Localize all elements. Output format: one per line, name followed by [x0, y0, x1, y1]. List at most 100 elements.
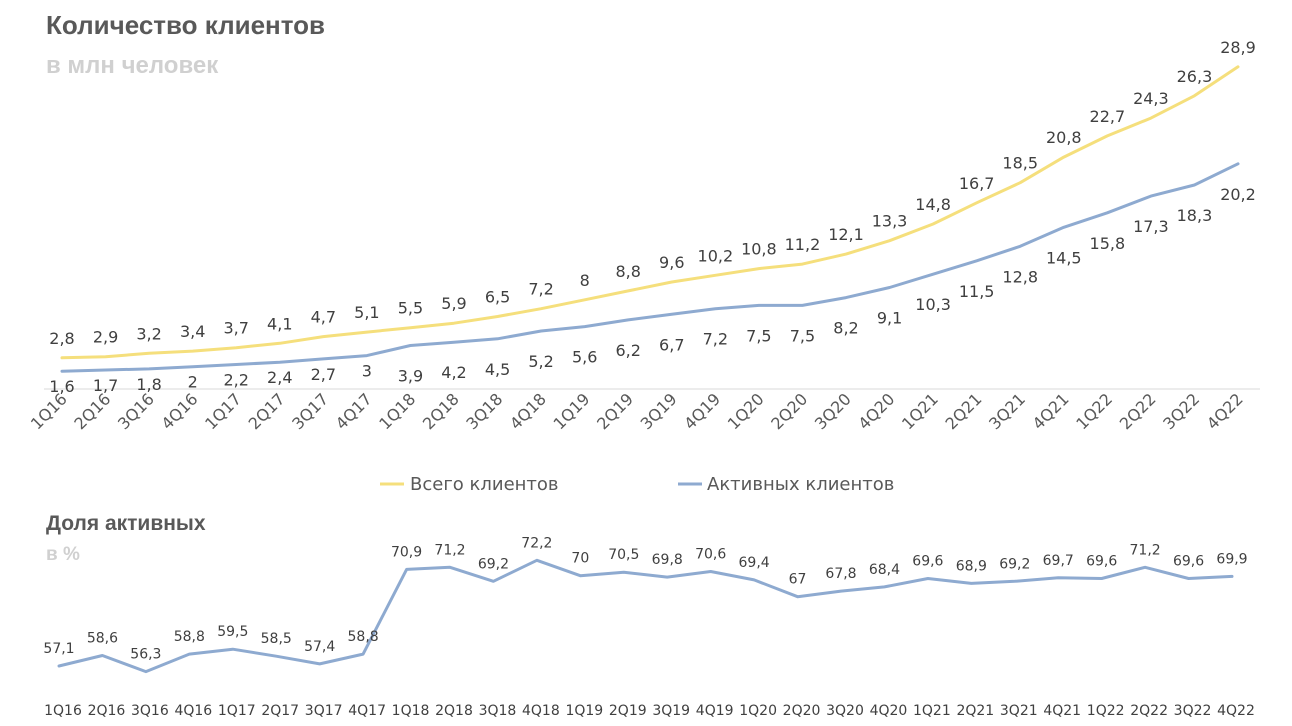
x-tick-label: 1Q21: [898, 389, 942, 433]
share-x-tick-label: 3Q22: [1174, 703, 1212, 719]
active-clients-data-label: 3: [362, 362, 372, 381]
total-clients-data-label: 9,6: [659, 253, 684, 272]
active-clients-data-label: 7,5: [790, 326, 815, 345]
active-clients-data-label: 1,6: [49, 377, 74, 396]
active-share-data-label: 58,5: [261, 631, 292, 647]
share-x-tick-label: 1Q21: [913, 703, 951, 719]
active-share-data-label: 71,2: [1130, 542, 1161, 558]
total-clients-data-label: 3,7: [223, 319, 248, 338]
active-share-data-label: 59,5: [217, 624, 248, 640]
active-clients-data-label: 17,3: [1133, 217, 1169, 236]
active-share-line: [57, 558, 1234, 674]
active-share-data-label: 69,2: [478, 556, 509, 572]
active-share-data-label: 56,3: [130, 647, 161, 663]
total-clients-data-label: 4,1: [267, 314, 292, 333]
share-x-tick-label: 3Q20: [826, 703, 864, 719]
active-clients-data-label: 5,6: [572, 348, 597, 367]
active-clients-data-label: 2,7: [311, 365, 336, 384]
share-x-tick-label: 1Q19: [565, 703, 603, 719]
active-clients-data-label: 11,5: [959, 282, 995, 301]
x-tick-label: 1Q22: [1072, 389, 1116, 433]
total-clients-data-label: 3,4: [180, 322, 205, 341]
x-tick-label: 3Q16: [114, 389, 158, 433]
total-clients-data-label: 2,9: [93, 328, 118, 347]
active-clients-data-label: 7,2: [703, 330, 728, 349]
active-share-data-label: 70,5: [608, 547, 639, 563]
x-tick-label: 3Q20: [811, 389, 855, 433]
active-clients-data-label: 10,3: [915, 295, 951, 314]
x-tick-label: 3Q19: [637, 389, 681, 433]
share-chart-title: Доля активных: [46, 512, 206, 535]
active-share-data-label: 68,9: [956, 558, 987, 574]
share-x-tick-label: 3Q16: [131, 703, 169, 719]
share-x-tick-label: 1Q16: [44, 703, 82, 719]
total-clients-data-label: 6,5: [485, 288, 510, 307]
chart-title: Количество клиентов: [46, 10, 326, 40]
total-clients-data-label: 10,8: [741, 240, 777, 259]
x-tick-label: 4Q21: [1029, 389, 1073, 433]
total-clients-data-label: 24,3: [1133, 89, 1169, 108]
active-clients-data-label: 4,2: [441, 363, 466, 382]
share-x-tick-label: 4Q20: [870, 703, 908, 719]
active-share-data-label: 69,8: [652, 552, 683, 568]
total-clients-data-label: 13,3: [872, 212, 908, 231]
legend-total-label: Всего клиентов: [410, 474, 559, 495]
x-tick-label: 2Q20: [767, 389, 811, 433]
total-clients-data-label: 26,3: [1177, 67, 1213, 86]
total-clients-data-label: 5,9: [441, 294, 466, 313]
x-tick-label: 2Q18: [419, 389, 463, 433]
active-share-data-label: 69,6: [912, 554, 943, 570]
total-clients-data-label: 20,8: [1046, 128, 1082, 147]
share-x-tick-label: 1Q17: [218, 703, 256, 719]
active-share-data-label: 67: [789, 572, 807, 588]
total-clients-data-label: 14,8: [915, 195, 951, 214]
share-x-tick-label: 2Q18: [435, 703, 473, 719]
active-clients-data-label: 18,3: [1177, 206, 1213, 225]
total-clients-data-label: 8,8: [615, 262, 640, 281]
share-x-tick-label: 1Q22: [1087, 703, 1125, 719]
share-x-tick-label: 4Q19: [696, 703, 734, 719]
active-clients-data-label: 3,9: [398, 367, 423, 386]
total-clients-data-label: 3,2: [136, 324, 161, 343]
active-clients-data-label: 1,8: [136, 375, 161, 394]
total-clients-data-label: 5,1: [354, 303, 379, 322]
total-clients-data-label: 16,7: [959, 174, 995, 193]
total-clients-line: [60, 65, 1240, 360]
total-clients-data-label: 18,5: [1002, 154, 1038, 173]
x-tick-label: 2Q21: [942, 389, 986, 433]
active-share-data-label: 57,4: [304, 639, 335, 655]
x-tick-label: 4Q16: [158, 389, 202, 433]
active-share-data-label: 69,9: [1216, 551, 1247, 567]
total-clients-data-label: 22,7: [1090, 107, 1126, 126]
x-tick-label: 3Q18: [462, 389, 506, 433]
active-share-data-label: 68,4: [869, 562, 900, 578]
active-clients-data-label: 9,1: [877, 309, 902, 328]
x-tick-label: 4Q18: [506, 389, 550, 433]
active-share-data-label: 67,8: [825, 566, 856, 582]
share-x-tick-label: 1Q18: [392, 703, 430, 719]
x-tick-label: 3Q21: [985, 389, 1029, 433]
x-tick-label: 2Q19: [593, 389, 637, 433]
share-x-tick-label: 2Q17: [261, 703, 299, 719]
total-clients-data-label: 8: [580, 271, 590, 290]
active-clients-data-label: 4,5: [485, 360, 510, 379]
share-x-tick-label: 4Q17: [348, 703, 386, 719]
total-clients-data-label: 12,1: [828, 225, 864, 244]
share-x-tick-label: 2Q22: [1130, 703, 1168, 719]
x-tick-label: 1Q19: [550, 389, 594, 433]
share-x-tick-label: 3Q19: [652, 703, 690, 719]
active-share-data-label: 69,6: [1173, 554, 1204, 570]
total-clients-data-label: 2,8: [49, 329, 74, 348]
active-clients-data-label: 6,7: [659, 335, 684, 354]
total-clients-data-label: 5,5: [398, 299, 423, 318]
total-clients-data-label: 7,2: [528, 280, 553, 299]
active-share-data-label: 70,9: [391, 544, 422, 560]
x-tick-label: 2Q22: [1116, 389, 1160, 433]
total-clients-data-label: 28,9: [1220, 38, 1256, 57]
active-clients-data-label: 20,2: [1220, 185, 1256, 204]
active-clients-data-label: 1,7: [93, 376, 118, 395]
share-x-tick-label: 4Q18: [522, 703, 560, 719]
active-share-data-label: 58,6: [87, 631, 118, 647]
x-tick-label: 3Q17: [288, 389, 332, 433]
